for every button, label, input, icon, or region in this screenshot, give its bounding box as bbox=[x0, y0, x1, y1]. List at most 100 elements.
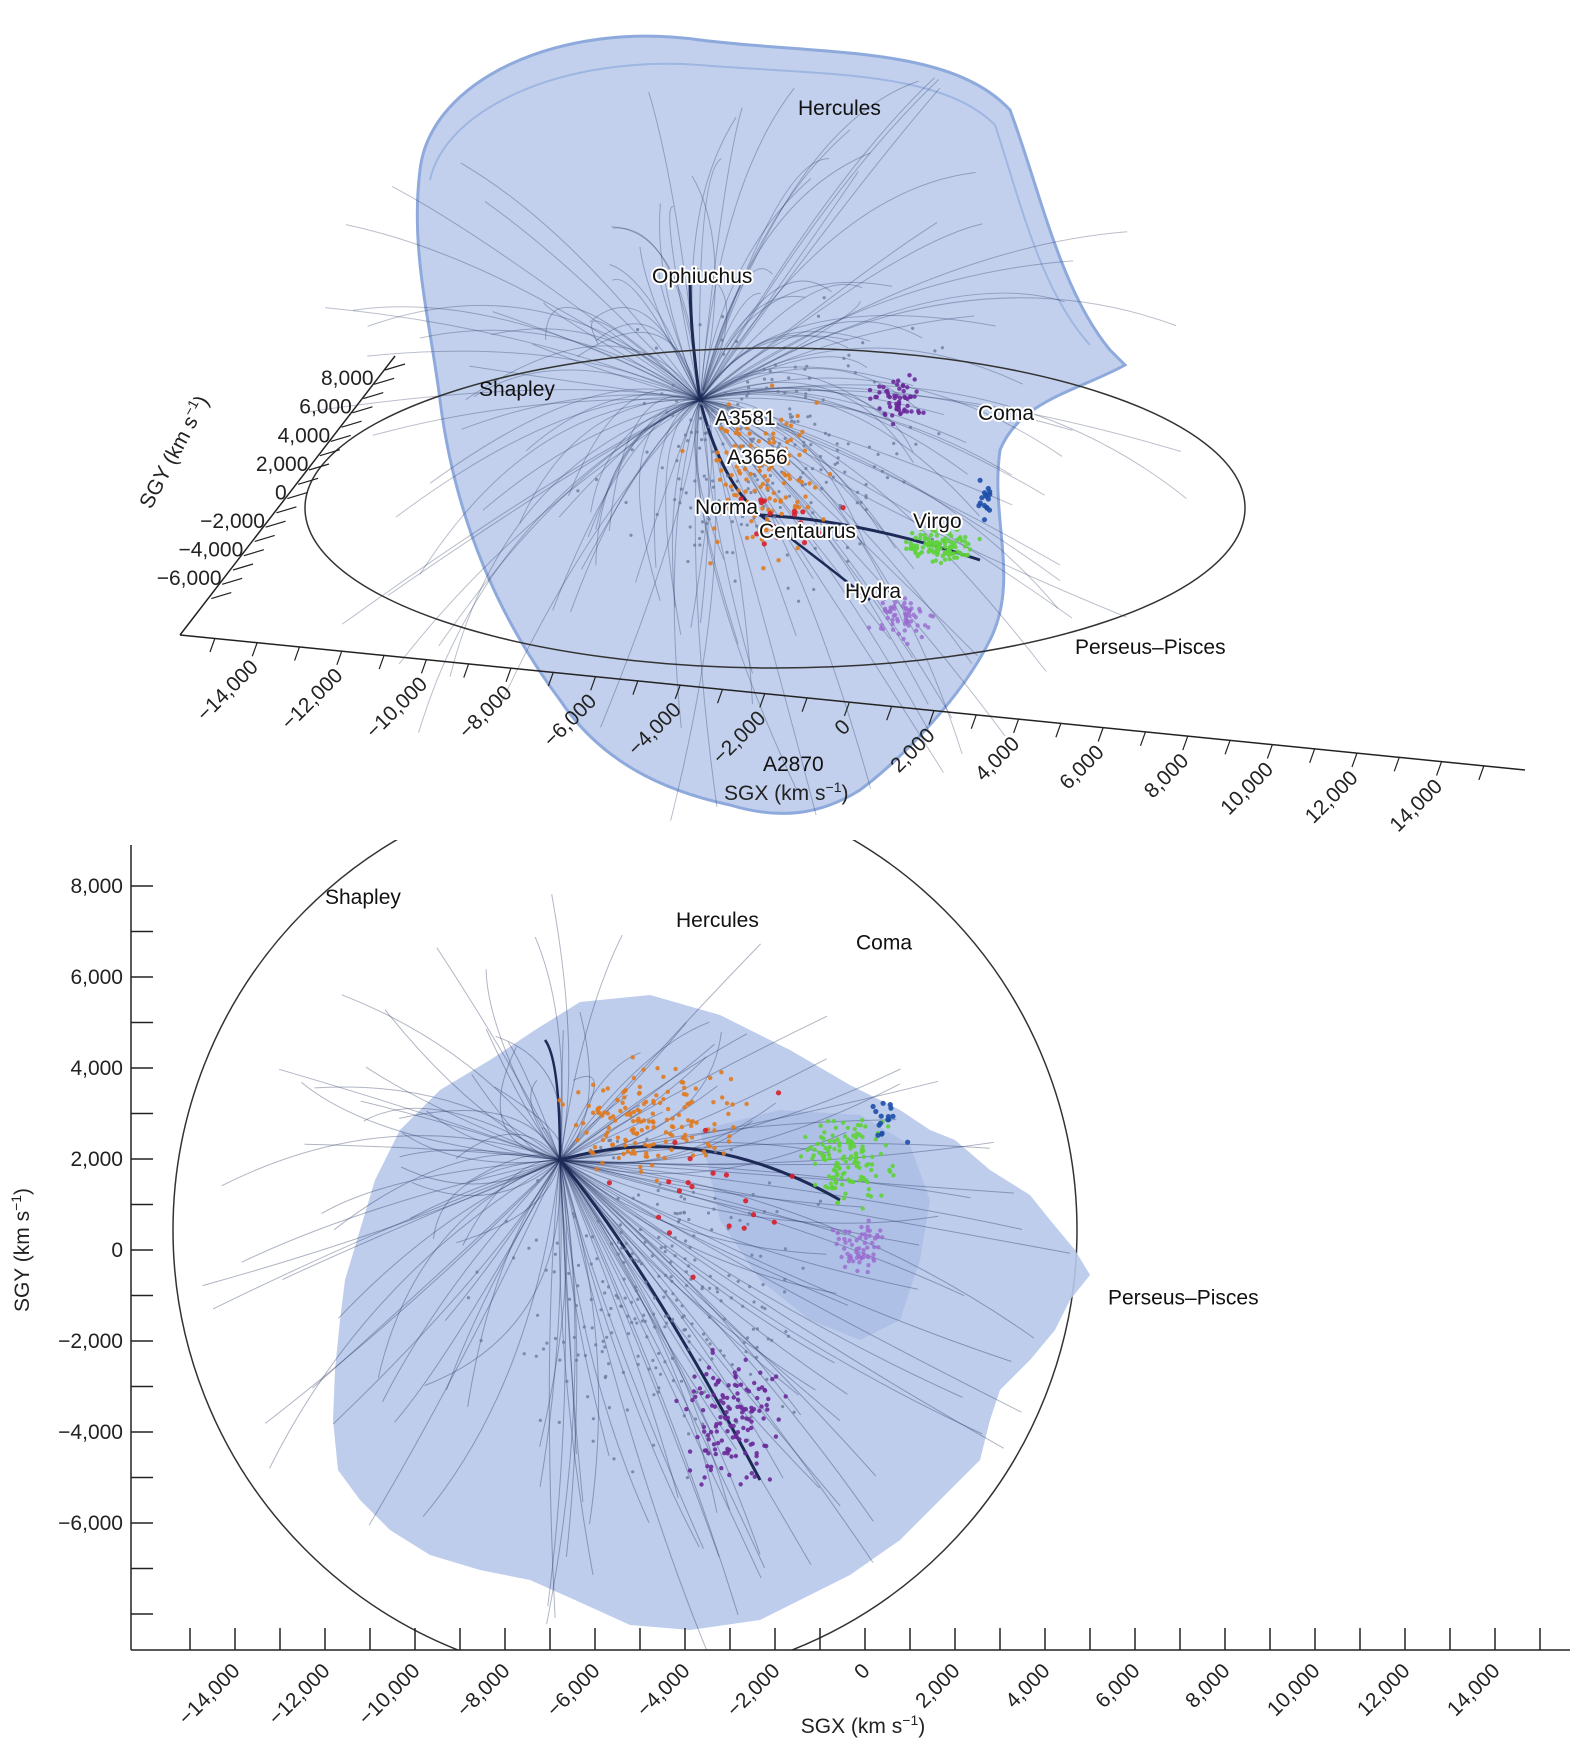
galaxy-point bbox=[771, 481, 775, 485]
flow-line bbox=[399, 1149, 561, 1161]
galaxy-point bbox=[663, 1245, 667, 1249]
sgy-tick-label: 6,000 bbox=[70, 966, 123, 989]
galaxy-point bbox=[580, 1121, 586, 1126]
galaxy-point bbox=[738, 444, 744, 449]
galaxy-point bbox=[705, 1464, 710, 1469]
flow-line bbox=[377, 1159, 561, 1378]
galaxy-point bbox=[873, 1137, 878, 1142]
sgy-tick-mark-3d bbox=[254, 534, 275, 543]
flow-line-3d bbox=[577, 331, 701, 401]
sgx-tick-label: 10,000 bbox=[1263, 1659, 1325, 1721]
galaxy-point bbox=[684, 1270, 688, 1274]
sgx-tick-label: 6,000 bbox=[1091, 1659, 1144, 1712]
galaxy-point bbox=[777, 490, 781, 494]
galaxy-point bbox=[594, 477, 599, 482]
galaxy-point bbox=[849, 1154, 854, 1159]
galaxy-point bbox=[851, 1259, 856, 1264]
galaxy-point bbox=[756, 439, 761, 444]
galaxy-point bbox=[849, 1139, 854, 1144]
galaxy-point bbox=[797, 452, 802, 458]
galaxy-point bbox=[760, 506, 765, 511]
sgx-tick-mark-3d bbox=[970, 714, 977, 729]
galaxy-point bbox=[670, 1356, 675, 1360]
galaxy-point bbox=[590, 1235, 595, 1239]
galaxy-point bbox=[934, 540, 939, 545]
galaxy-point bbox=[679, 1379, 684, 1383]
galaxy-point bbox=[618, 1223, 623, 1227]
galaxy-point bbox=[776, 389, 780, 394]
galaxy-point bbox=[586, 1395, 590, 1399]
flow-line-3d bbox=[699, 366, 914, 401]
galaxy-point bbox=[639, 1262, 644, 1266]
galaxy-point bbox=[930, 539, 935, 545]
galaxy-point bbox=[984, 505, 990, 511]
galaxy-point bbox=[880, 1100, 886, 1106]
galaxy-point bbox=[739, 427, 743, 431]
galaxy-point bbox=[761, 1416, 766, 1421]
flow-line bbox=[559, 1159, 650, 1523]
galaxy-point bbox=[932, 543, 937, 548]
galaxy-point bbox=[859, 1224, 864, 1230]
galaxy-point bbox=[605, 1111, 611, 1116]
galaxy-point bbox=[605, 1335, 609, 1339]
galaxy-point bbox=[710, 1350, 715, 1356]
galaxy-point bbox=[714, 1422, 719, 1427]
flow-line-3d bbox=[570, 399, 701, 613]
galaxy-point bbox=[833, 1179, 838, 1184]
galaxy-point bbox=[657, 1386, 661, 1390]
galaxy-point bbox=[562, 1340, 566, 1344]
galaxy-point bbox=[651, 1358, 655, 1363]
galaxy-point bbox=[755, 1395, 760, 1401]
galaxy-point bbox=[891, 613, 896, 618]
galaxy-point bbox=[943, 530, 948, 535]
flow-line bbox=[399, 1109, 561, 1161]
galaxy-point bbox=[896, 378, 901, 383]
sgy-tick-label-3d: −6,000 bbox=[157, 567, 222, 590]
galaxy-point bbox=[758, 1370, 763, 1375]
galaxy-point bbox=[667, 1131, 673, 1137]
flow-line bbox=[559, 1068, 901, 1161]
galaxy-point bbox=[933, 349, 937, 353]
galaxy-point bbox=[744, 1350, 748, 1354]
galaxy-point bbox=[704, 1372, 709, 1377]
galaxy-point bbox=[783, 495, 788, 500]
galaxy-point bbox=[722, 1415, 728, 1420]
galaxy-point bbox=[780, 456, 785, 462]
galaxy-point bbox=[617, 1240, 621, 1244]
galaxy-point bbox=[761, 1283, 765, 1287]
galaxy-point bbox=[636, 1193, 641, 1197]
galaxy-point bbox=[857, 1235, 863, 1240]
galaxy-point bbox=[746, 380, 750, 384]
flow-filament bbox=[559, 1145, 841, 1202]
galaxy-point bbox=[795, 413, 800, 419]
galaxy-point bbox=[662, 1295, 666, 1299]
galaxy-point bbox=[607, 1406, 612, 1410]
galaxy-point bbox=[839, 1254, 844, 1260]
galaxy-point bbox=[635, 1321, 639, 1325]
galaxy-point bbox=[900, 383, 906, 388]
flow-line bbox=[559, 1159, 963, 1398]
galaxy-point bbox=[808, 414, 812, 418]
galaxy-point bbox=[729, 1148, 733, 1152]
galaxy-point bbox=[624, 1112, 629, 1117]
flow-line bbox=[559, 1159, 874, 1522]
galaxy-point bbox=[689, 430, 694, 434]
galaxy-point bbox=[694, 1120, 699, 1125]
sgy-tick-mark-3d bbox=[287, 491, 308, 500]
galaxy-point bbox=[827, 528, 831, 533]
galaxy-point bbox=[985, 496, 992, 502]
galaxy-point bbox=[854, 1249, 859, 1255]
flow-line bbox=[559, 1159, 983, 1435]
galaxy-point bbox=[733, 1434, 739, 1440]
flow-line bbox=[402, 1132, 561, 1164]
galaxy-point bbox=[880, 1235, 885, 1240]
galaxy-point bbox=[896, 399, 902, 404]
flow-line-3d bbox=[699, 172, 976, 401]
galaxy-point bbox=[787, 376, 791, 380]
galaxy-point bbox=[913, 615, 918, 620]
flow-line-3d bbox=[699, 129, 851, 401]
sgx-tick-mark-3d bbox=[294, 646, 301, 661]
flow-line-3d bbox=[600, 399, 701, 728]
galaxy-point bbox=[788, 437, 793, 443]
galaxy-point bbox=[897, 395, 903, 401]
